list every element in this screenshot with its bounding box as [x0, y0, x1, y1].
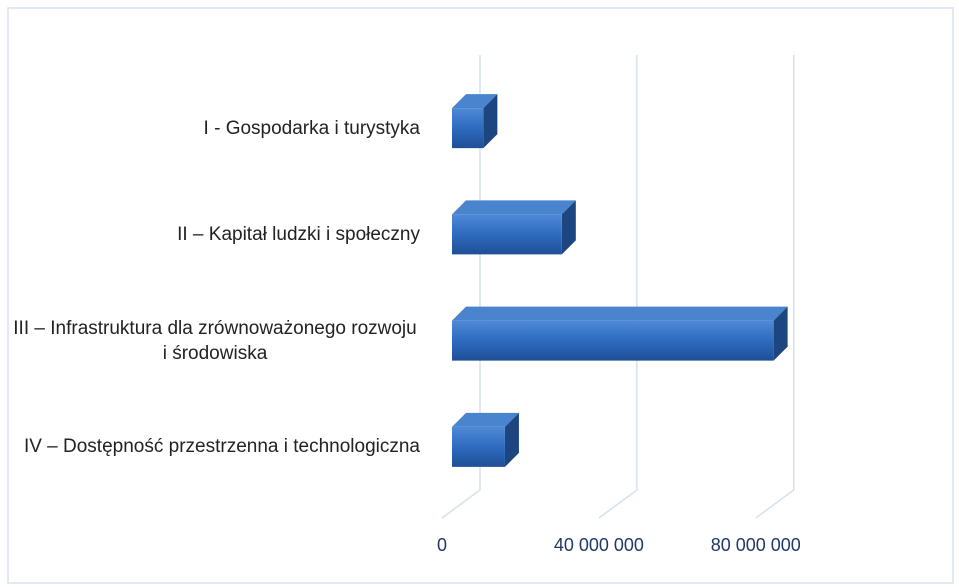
bar	[452, 306, 788, 361]
bar-front	[452, 426, 505, 467]
bar	[452, 200, 576, 255]
bar-side	[504, 412, 519, 467]
grid-line	[755, 55, 795, 519]
x-tick-label: 40 000 000	[553, 535, 644, 555]
bar-top	[452, 412, 519, 427]
bar-top	[452, 306, 788, 321]
chart-border	[7, 7, 954, 584]
y-category-label: IV – Dostępność przestrzenna i technolog…	[0, 402, 420, 492]
grid-line	[598, 55, 638, 519]
category-text: III – Infrastruktura dla zrównoważonego …	[13, 317, 417, 364]
bar-front	[452, 320, 774, 361]
bar	[452, 94, 498, 149]
bar	[452, 412, 519, 467]
y-category-label: III – Infrastruktura dla zrównoważonego …	[0, 296, 420, 386]
bar-side	[483, 94, 498, 149]
bar-front	[452, 108, 484, 149]
category-text: II – Kapitał ludzki i społeczny	[177, 223, 420, 245]
bar-top	[452, 94, 498, 109]
category-text: I - Gospodarka i turystyka	[203, 117, 420, 139]
grid-line	[441, 55, 481, 519]
x-tick-label: 80 000 000	[710, 535, 801, 555]
category-text: IV – Dostępność przestrzenna i technolog…	[23, 436, 420, 458]
bar-side	[561, 200, 576, 255]
y-category-label: I - Gospodarka i turystyka	[0, 83, 420, 173]
x-tick-label: 0	[436, 535, 448, 555]
y-category-label: II – Kapitał ludzki i społeczny	[0, 189, 420, 279]
bar-top	[452, 200, 576, 215]
bar-front	[452, 214, 562, 255]
bar-side	[773, 306, 788, 361]
